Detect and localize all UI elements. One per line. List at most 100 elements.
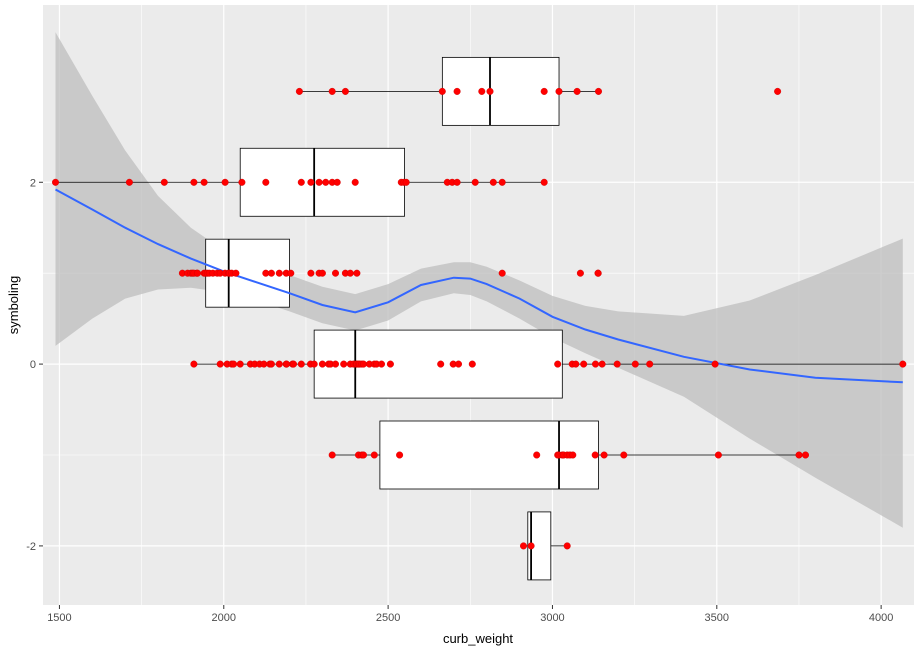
data-point [216,360,224,368]
data-point [396,451,404,459]
data-point [802,451,810,459]
confidence-band [55,32,903,528]
x-tick-label: 2000 [212,612,236,624]
data-point [200,178,208,186]
data-point [360,451,368,459]
data-point [572,360,580,368]
data-points [52,87,907,550]
x-tick-label: 3000 [540,612,564,624]
data-point [899,360,907,368]
x-tick-label: 2500 [376,612,400,624]
data-point [714,451,722,459]
data-point [353,269,361,277]
data-point [332,269,340,277]
data-point [378,360,386,368]
data-point [527,542,535,550]
data-point [489,178,497,186]
x-axis-title: curb_weight [443,631,513,646]
data-point [236,360,244,368]
data-point [453,178,461,186]
data-point [125,178,133,186]
data-point [295,87,303,95]
x-tick-label: 4000 [869,612,893,624]
data-point [795,451,803,459]
data-point [711,360,719,368]
data-point [594,269,602,277]
data-point [520,542,528,550]
y-tick-label: -2 [26,541,36,553]
data-point [471,178,479,186]
data-point [437,360,445,368]
data-point [563,542,571,550]
data-point [193,269,201,277]
data-point [595,87,603,95]
data-point [360,360,368,368]
data-point [580,360,588,368]
data-point [402,178,410,186]
data-point [290,360,298,368]
data-point [322,178,330,186]
data-point [328,87,336,95]
data-point [555,87,563,95]
data-point [478,87,486,95]
data-point [315,178,323,186]
data-point [297,360,305,368]
data-point [287,269,295,277]
data-point [275,360,283,368]
data-point [262,178,270,186]
data-point [275,269,283,277]
data-point [600,451,608,459]
data-point [260,360,268,368]
x-tick-label: 1500 [47,612,71,624]
data-point [573,87,581,95]
data-point [591,451,599,459]
data-point [307,178,315,186]
data-point [613,360,621,368]
data-point [267,269,275,277]
data-point [598,360,606,368]
data-point [569,451,577,459]
data-point [631,360,639,368]
data-point [310,360,318,368]
x-axis: 1500 2000 2500 3000 3500 4000 [47,605,893,624]
x-tick-label: 3500 [705,612,729,624]
data-point [498,269,506,277]
data-point [774,87,782,95]
data-point [332,360,340,368]
data-point [190,360,198,368]
data-point [540,178,548,186]
data-point [340,360,348,368]
data-point [232,269,240,277]
data-point [307,269,315,277]
data-point [351,178,359,186]
data-point [455,360,463,368]
smooth-line [55,188,903,384]
data-point [221,178,229,186]
data-point [554,360,562,368]
data-point [238,178,246,186]
data-point [160,178,168,186]
data-point [328,451,336,459]
data-point [540,87,548,95]
data-point [646,360,654,368]
data-point [318,269,326,277]
data-point [386,360,394,368]
data-point [283,360,291,368]
data-point [267,360,275,368]
data-point [592,360,600,368]
data-point [333,178,341,186]
data-point [620,451,628,459]
data-point [297,178,305,186]
data-point [533,451,541,459]
data-point [486,87,494,95]
data-point [190,178,198,186]
y-axis-title: symboling [6,276,21,335]
data-point [438,87,446,95]
data-point [230,360,238,368]
data-point [341,87,349,95]
loess-line [55,188,903,384]
data-point [346,269,354,277]
y-tick-label: 2 [30,177,36,189]
data-point [318,360,326,368]
data-point [468,360,476,368]
